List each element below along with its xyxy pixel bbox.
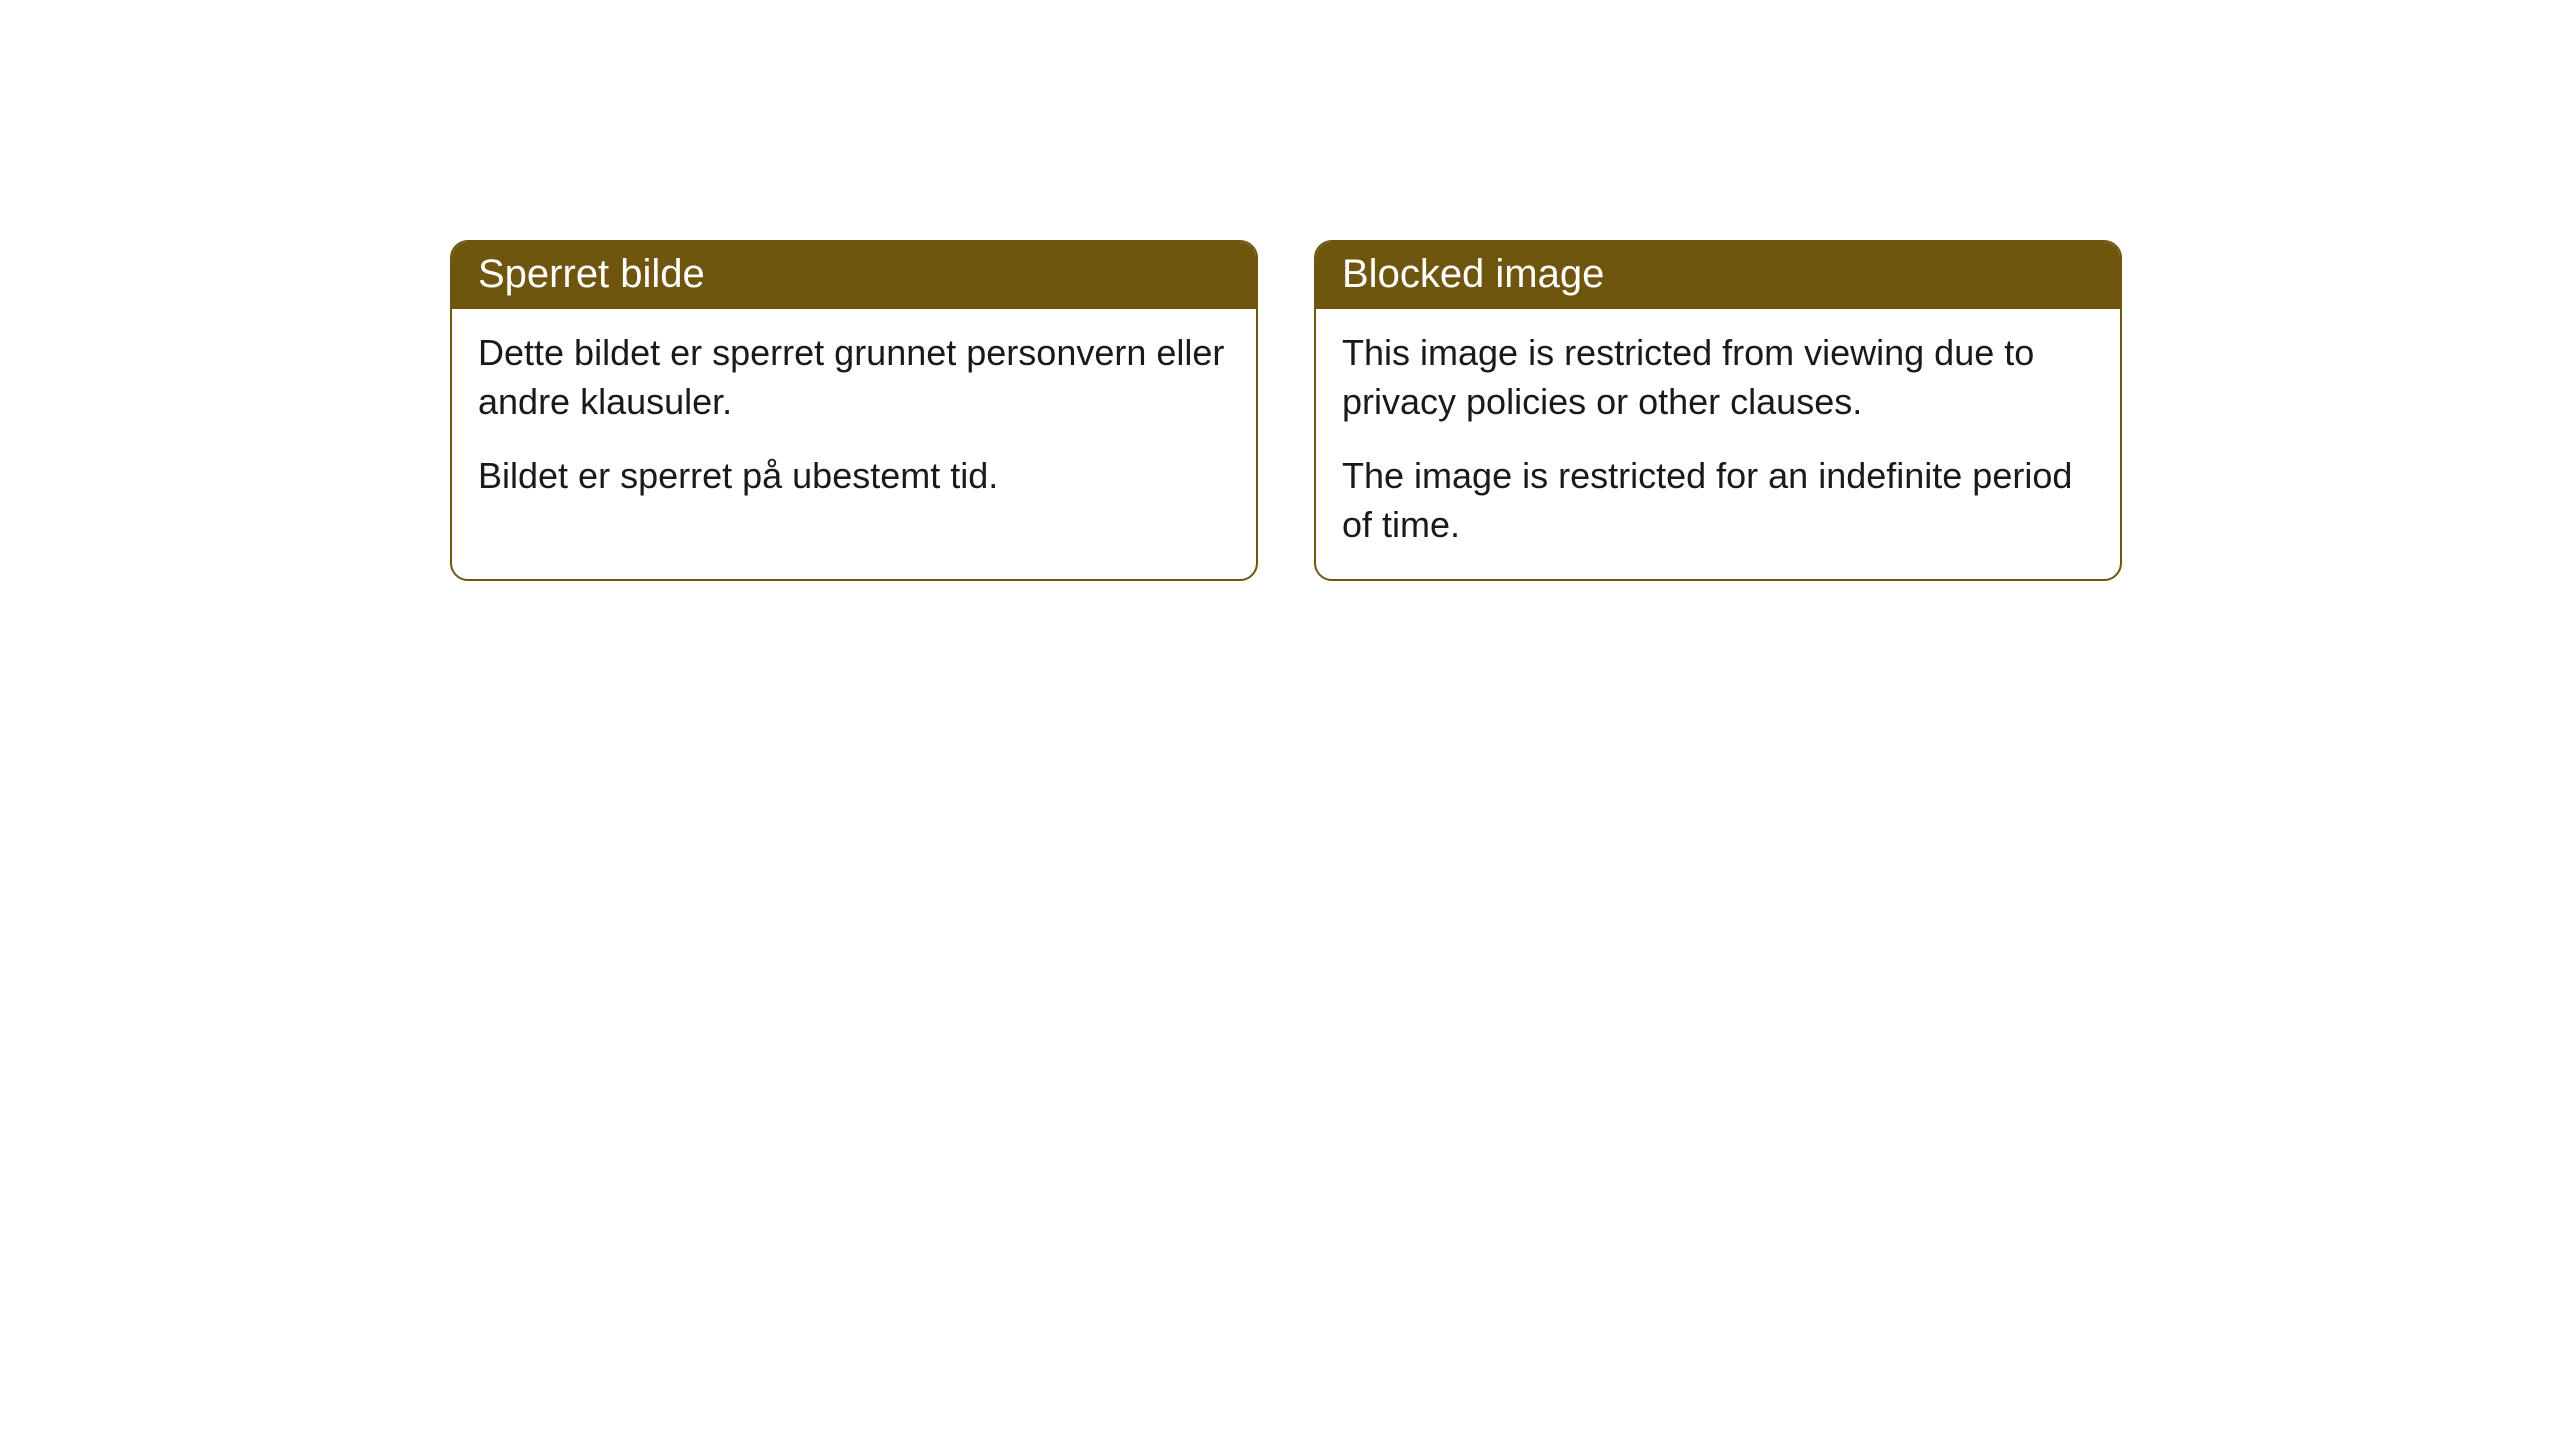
card-body: This image is restricted from viewing du… xyxy=(1316,309,2120,579)
card-body: Dette bildet er sperret grunnet personve… xyxy=(452,309,1256,531)
notice-card-norwegian: Sperret bilde Dette bildet er sperret gr… xyxy=(450,240,1258,581)
card-paragraph: The image is restricted for an indefinit… xyxy=(1342,452,2094,549)
card-header: Sperret bilde xyxy=(452,242,1256,309)
card-paragraph: This image is restricted from viewing du… xyxy=(1342,329,2094,426)
card-header: Blocked image xyxy=(1316,242,2120,309)
card-paragraph: Dette bildet er sperret grunnet personve… xyxy=(478,329,1230,426)
notice-cards-container: Sperret bilde Dette bildet er sperret gr… xyxy=(450,240,2122,581)
notice-card-english: Blocked image This image is restricted f… xyxy=(1314,240,2122,581)
card-paragraph: Bildet er sperret på ubestemt tid. xyxy=(478,452,1230,501)
